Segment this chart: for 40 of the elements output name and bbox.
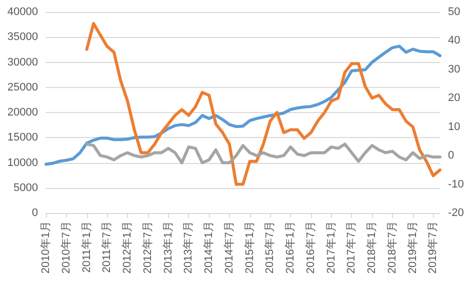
x-tick-label: 2016年1月	[284, 221, 297, 274]
x-tick-label: 2013年7月	[182, 221, 195, 274]
y-tick-label: 20000	[7, 106, 38, 118]
y-tick-label: 5000	[14, 182, 38, 194]
x-tick-label: 2015年7月	[264, 221, 276, 274]
x-tick-label: 2011年1月	[80, 221, 93, 273]
x-tick-label: 2012年7月	[142, 221, 154, 274]
y-tick-label: 35000	[7, 31, 38, 44]
x-tick-label: 2014年1月	[203, 221, 216, 274]
x-tick-label: 2010年7月	[60, 221, 72, 274]
y-tick-label: 40000	[7, 6, 38, 18]
x-tick-label: 2014年7月	[223, 221, 236, 274]
x-tick-label: 2017年7月	[346, 221, 358, 274]
x-tick-label: 2019年1月	[406, 221, 419, 274]
x-tick-label: 2012年1月	[122, 221, 134, 274]
y-tick-label: 15000	[7, 132, 38, 144]
x-tick-label: 2015年1月	[244, 221, 256, 274]
y-tick-label: 25000	[7, 81, 38, 94]
y2-tick-label: 30	[448, 63, 460, 76]
x-tick-label: 2016年7月	[304, 221, 317, 274]
line-series	[85, 22, 442, 186]
line-series	[44, 44, 442, 166]
y2-tick-label: -20	[448, 207, 464, 219]
y2-tick-label: 20	[448, 92, 460, 104]
y-tick-label: 10000	[7, 156, 38, 169]
x-tick-label: 2013年1月	[162, 221, 174, 274]
x-tick-label: 2018年1月	[366, 221, 378, 274]
y-tick-label: 0	[32, 207, 38, 219]
y2-tick-label: -10	[448, 178, 464, 190]
y2-tick-label: 10	[448, 120, 460, 133]
line-series	[85, 142, 442, 164]
x-tick-label: 2010年1月	[40, 221, 52, 274]
x-tick-label: 2017年1月	[325, 221, 338, 274]
x-tick-label: 2011年7月	[101, 221, 114, 273]
x-tick-label: 2018年7月	[386, 221, 398, 274]
y2-tick-label: 50	[448, 6, 460, 18]
y-tick-label: 30000	[7, 56, 38, 68]
y2-tick-label: 0	[448, 150, 454, 162]
x-tick-label: 2019年7月	[427, 221, 440, 274]
y2-tick-label: 40	[448, 34, 460, 47]
